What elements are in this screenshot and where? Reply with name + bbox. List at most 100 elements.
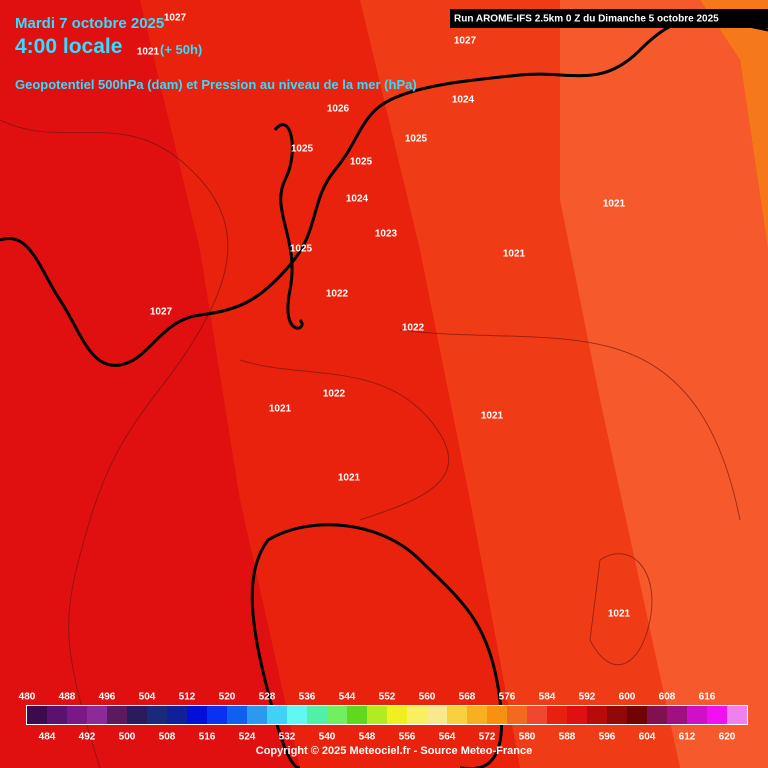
field-572: [700, 0, 768, 250]
scale-swatch: [527, 706, 547, 724]
scale-label: 504: [139, 692, 156, 703]
scale-swatch: [47, 706, 67, 724]
scale-label: 548: [359, 732, 376, 743]
scale-swatch: [87, 706, 107, 724]
time: 4:00 locale: [15, 35, 122, 58]
copyright: Copyright © 2025 Meteociel.fr - Source M…: [256, 745, 532, 757]
isobar-label: 1022: [402, 323, 425, 334]
scale-swatch: [167, 706, 187, 724]
scale-label: 528: [259, 692, 276, 703]
scale-label: 516: [199, 732, 216, 743]
isobar: [273, 123, 304, 330]
scale-label: 552: [379, 692, 396, 703]
isobar-label: 1024: [452, 95, 475, 106]
scale-label: 488: [59, 692, 76, 703]
scale-swatch: [147, 706, 167, 724]
scale-label: 620: [719, 732, 736, 743]
scale-swatch: [327, 706, 347, 724]
scale-swatch: [487, 706, 507, 724]
date: Mardi 7 octobre 2025: [15, 15, 164, 32]
scale-label: 536: [299, 692, 316, 703]
isobar-label: 1021: [269, 404, 292, 415]
scale-label: 616: [699, 692, 716, 703]
scale-swatch: [667, 706, 687, 724]
isobar-label: 1026: [327, 104, 350, 115]
scale-label: 608: [659, 692, 676, 703]
scale-label: 564: [439, 732, 456, 743]
scale-label: 544: [339, 692, 356, 703]
scale-label: 532: [279, 732, 296, 743]
field-580: [360, 0, 680, 768]
scale-swatch: [127, 706, 147, 724]
scale-swatch: [267, 706, 287, 724]
scale-swatch: [227, 706, 247, 724]
scale-label: 496: [99, 692, 116, 703]
isobar-label: 1025: [350, 157, 373, 168]
scale-label: 492: [79, 732, 96, 743]
isobar-label: 1021: [608, 609, 631, 620]
color-scale: 480 484 488 492 496 500 504 508 512 516 520 524 528 5…: [19, 692, 748, 743]
scale-swatch: [27, 706, 47, 724]
scale-label: 524: [239, 732, 256, 743]
scale-label: 520: [219, 692, 236, 703]
run-box: [450, 9, 768, 28]
contour: [589, 553, 653, 666]
scale-label: 512: [179, 692, 196, 703]
field-584: [140, 0, 520, 768]
scale-label: 500: [119, 732, 136, 743]
lead: (+ 50h): [160, 42, 202, 57]
scale-label: 612: [679, 732, 696, 743]
isobar-label: 1022: [326, 289, 349, 300]
scale-swatch: [407, 706, 427, 724]
scale-label: 568: [459, 692, 476, 703]
isobar-label: 1021: [481, 411, 504, 422]
scale-label: 556: [399, 732, 416, 743]
coastlines: [0, 119, 741, 768]
subtitle: Geopotentiel 500hPa (dam) et Pression au…: [15, 77, 417, 92]
isobar-label: 1027: [164, 13, 187, 24]
isobar-label: 1025: [290, 244, 313, 255]
scale-swatch: [567, 706, 587, 724]
scale-swatch: [387, 706, 407, 724]
scale-label: 480: [19, 692, 36, 703]
field-576: [560, 0, 768, 768]
scale-swatch: [547, 706, 567, 724]
isobar-label: 1023: [375, 229, 398, 240]
scale-swatch: [67, 706, 87, 724]
scale-swatch: [207, 706, 227, 724]
contour: [0, 119, 229, 768]
isobar: [250, 523, 504, 768]
scale-swatch: [287, 706, 307, 724]
scale-label: 508: [159, 732, 176, 743]
scale-label: 584: [539, 692, 556, 703]
scale-swatch: [307, 706, 327, 724]
scale-label: 540: [319, 732, 336, 743]
scale-label: 604: [639, 732, 656, 743]
scale-swatch: [727, 706, 747, 724]
isobar-label: 1025: [291, 144, 314, 155]
isobar-label: 1021: [137, 47, 160, 58]
scale-swatch: [647, 706, 667, 724]
contour: [399, 329, 741, 521]
scale-swatch: [187, 706, 207, 724]
isobar-label: 1025: [405, 134, 428, 145]
scale-swatch: [367, 706, 387, 724]
isobar-label: 1027: [454, 36, 477, 47]
scale-swatch: [587, 706, 607, 724]
run: Run AROME-IFS 2.5km 0 Z du Dimanche 5 oc…: [454, 14, 719, 25]
scale-label: 580: [519, 732, 536, 743]
scale-label: 592: [579, 692, 596, 703]
scale-swatch: [347, 706, 367, 724]
scale-swatch: [607, 706, 627, 724]
scale-swatch: [627, 706, 647, 724]
scale-label: 484: [39, 732, 56, 743]
scale-swatch: [447, 706, 467, 724]
isobar-label: 1024: [346, 194, 369, 205]
contour: [239, 359, 450, 521]
scale-label: 572: [479, 732, 496, 743]
isobar-label: 1021: [603, 199, 626, 210]
isobar-labels: 1027 1021 1027 1024 1026 1025 1025 1025 1024 1023…: [137, 13, 631, 620]
scale-label: 588: [559, 732, 576, 743]
